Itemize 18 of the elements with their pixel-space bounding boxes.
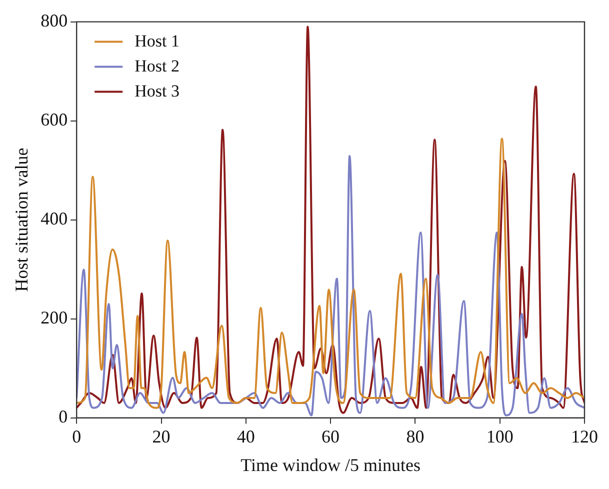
x-tick-label: 60 bbox=[322, 426, 340, 446]
y-tick-label: 0 bbox=[58, 406, 68, 427]
x-tick-label: 120 bbox=[571, 426, 598, 446]
x-tick-label: 20 bbox=[152, 426, 170, 446]
y-tick-label: 600 bbox=[40, 110, 68, 130]
y-tick-label: 200 bbox=[40, 308, 68, 328]
x-axis-title: Time window /5 minutes bbox=[240, 454, 420, 475]
x-tick-label: 80 bbox=[406, 426, 424, 446]
x-tick-label: 0 bbox=[72, 426, 82, 446]
x-tick-label: 100 bbox=[486, 426, 514, 446]
legend-label: Host 1 bbox=[134, 31, 180, 50]
y-tick-label: 400 bbox=[40, 208, 68, 229]
y-tick-label: 800 bbox=[40, 10, 68, 31]
legend-label: Host 2 bbox=[134, 56, 180, 76]
line-series bbox=[76, 26, 584, 414]
legend-label: Host 3 bbox=[134, 81, 180, 100]
x-tick-label: 40 bbox=[236, 426, 255, 446]
y-axis-title: Host situation value bbox=[12, 148, 32, 292]
